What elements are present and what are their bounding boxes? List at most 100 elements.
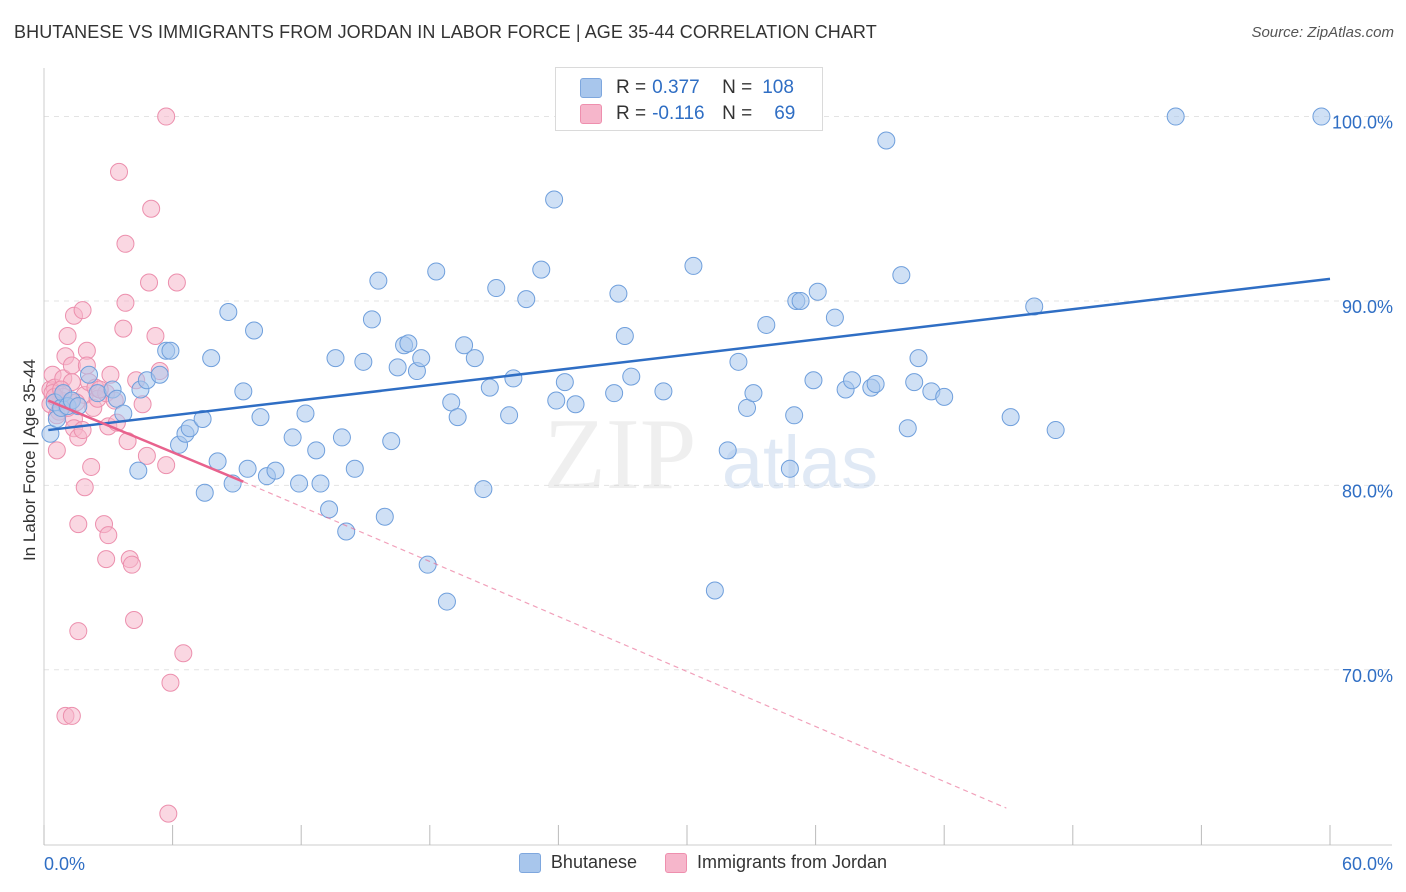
point-bhutanese — [780, 459, 799, 478]
legend-row-bhutanese: R = 0.377 N = 108 — [580, 76, 794, 100]
x-tick-label-min: 0.0% — [44, 854, 85, 874]
y-tick-label: 100.0% — [1332, 113, 1393, 133]
y-tick-labels: 70.0% 80.0% 90.0% 100.0% — [1332, 113, 1393, 686]
point-jordan — [137, 446, 156, 465]
point-bhutanese — [1046, 421, 1065, 440]
correlation-legend: R = 0.377 N = 108 R = -0.116 N = 69 — [555, 67, 823, 131]
legend-swatch-pink — [665, 852, 687, 873]
point-bhutanese — [705, 581, 724, 600]
series-legend: Bhutanese Immigrants from Jordan — [0, 852, 1406, 873]
x-tick-label-max: 60.0% — [1342, 854, 1393, 874]
point-bhutanese — [202, 349, 221, 368]
point-bhutanese — [1166, 107, 1185, 126]
point-bhutanese — [311, 474, 330, 493]
point-bhutanese — [195, 483, 214, 502]
point-bhutanese — [843, 371, 862, 390]
legend-n-label: N = — [722, 103, 753, 124]
point-bhutanese — [283, 428, 302, 447]
point-bhutanese — [804, 371, 823, 390]
point-bhutanese — [369, 271, 388, 290]
point-bhutanese — [418, 555, 437, 574]
point-bhutanese — [500, 406, 519, 425]
point-bhutanese — [785, 406, 804, 425]
point-bhutanese — [354, 352, 373, 371]
point-bhutanese — [622, 367, 641, 386]
legend-item-jordan: Immigrants from Jordan — [665, 852, 887, 873]
point-bhutanese — [566, 395, 585, 414]
point-bhutanese — [455, 336, 474, 355]
legend-n-label: N = — [722, 77, 753, 98]
point-bhutanese — [892, 266, 911, 285]
point-bhutanese — [245, 321, 264, 340]
point-jordan — [69, 515, 88, 534]
point-jordan — [161, 673, 180, 692]
point-bhutanese — [474, 480, 493, 499]
y-axis-title: In Labor Force | Age 35-44 — [20, 359, 39, 561]
point-bhutanese — [326, 349, 345, 368]
point-bhutanese — [757, 315, 776, 334]
legend-swatch-blue — [518, 852, 541, 873]
point-bhutanese — [609, 284, 628, 303]
point-jordan — [73, 301, 92, 320]
point-jordan — [97, 550, 116, 569]
watermark: ZIP atlas — [544, 398, 879, 511]
legend-swatch-pink — [580, 104, 602, 124]
point-bhutanese — [555, 373, 574, 392]
point-bhutanese — [427, 262, 446, 281]
legend-r-value: -0.116 — [652, 103, 705, 124]
point-bhutanese — [307, 441, 326, 460]
legend-item-bhutanese: Bhutanese — [518, 852, 637, 873]
point-jordan — [69, 622, 88, 641]
point-jordan — [47, 441, 66, 460]
point-jordan — [110, 162, 129, 181]
point-jordan — [58, 327, 77, 346]
series-jordan-points — [41, 107, 193, 823]
point-bhutanese — [654, 382, 673, 401]
point-jordan — [146, 327, 165, 346]
point-bhutanese — [219, 303, 238, 322]
point-bhutanese — [718, 441, 737, 460]
point-bhutanese — [234, 382, 253, 401]
point-bhutanese — [448, 408, 467, 427]
trend-line-jordan — [47, 399, 244, 483]
y-tick-label: 70.0% — [1342, 666, 1393, 686]
point-bhutanese — [437, 592, 456, 611]
point-jordan — [62, 356, 81, 375]
legend-r-label: R = — [616, 103, 647, 124]
point-bhutanese — [504, 369, 523, 388]
legend-swatch-blue — [580, 78, 602, 98]
point-bhutanese — [362, 310, 381, 329]
legend-row-jordan: R = -0.116 N = 69 — [580, 102, 795, 126]
point-jordan — [159, 804, 178, 823]
point-jordan — [167, 273, 186, 292]
point-jordan — [122, 555, 141, 574]
y-tick-label: 80.0% — [1342, 481, 1393, 501]
point-bhutanese — [388, 358, 407, 377]
point-bhutanese — [517, 290, 536, 309]
point-jordan — [140, 273, 159, 292]
point-bhutanese — [909, 349, 928, 368]
point-bhutanese — [337, 522, 356, 541]
series-bhutanese-points — [41, 107, 1331, 611]
point-bhutanese — [80, 365, 99, 384]
point-bhutanese — [615, 327, 634, 346]
point-bhutanese — [547, 391, 566, 410]
point-jordan — [157, 456, 176, 475]
point-jordan — [101, 365, 120, 384]
point-jordan — [133, 395, 152, 414]
point-bhutanese — [825, 308, 844, 327]
point-bhutanese — [161, 341, 180, 360]
point-bhutanese — [729, 352, 748, 371]
point-bhutanese — [180, 419, 199, 438]
legend-label-bhutanese: Bhutanese — [550, 852, 637, 872]
point-bhutanese — [251, 408, 270, 427]
point-bhutanese — [935, 387, 954, 406]
point-jordan — [99, 526, 118, 545]
point-bhutanese — [480, 378, 499, 397]
point-bhutanese — [487, 279, 506, 298]
point-bhutanese — [877, 131, 896, 150]
trend-line-bhutanese — [48, 277, 1331, 432]
point-bhutanese — [866, 374, 885, 393]
point-jordan — [157, 107, 176, 126]
